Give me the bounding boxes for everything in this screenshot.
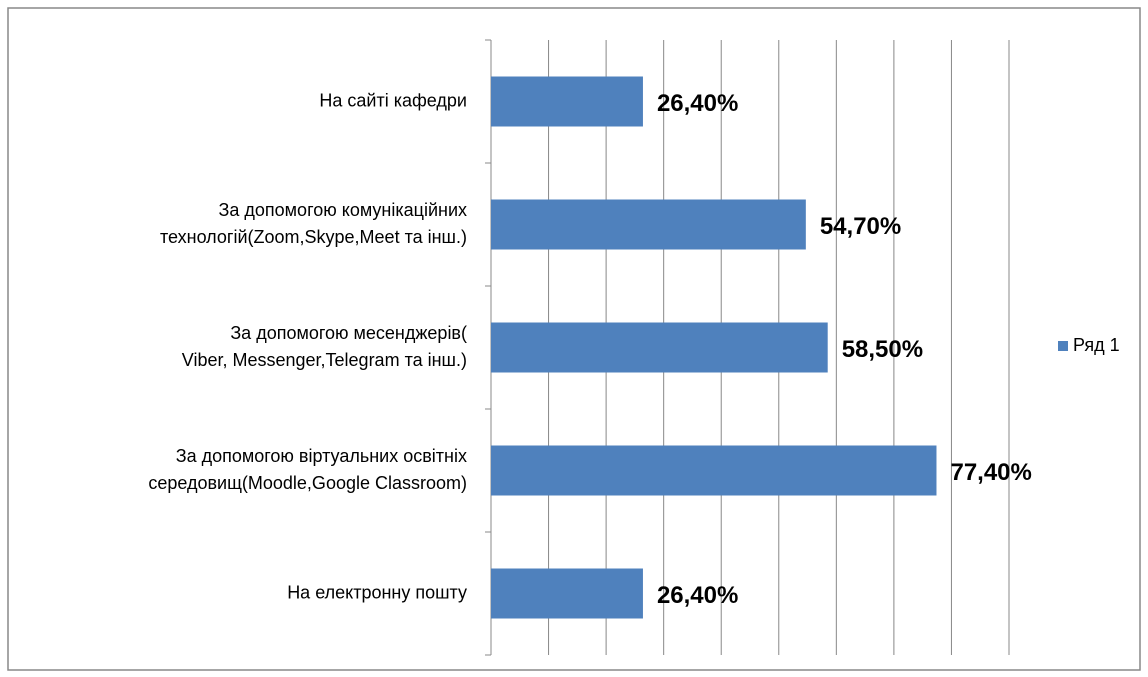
y-tick-label-line: За допомогою комунікаційних [219, 200, 467, 220]
y-tick-label-line: технологій(Zoom,Skype,Meet та інш.) [160, 227, 467, 247]
y-tick-label: На сайті кафедри [319, 90, 467, 110]
bar [491, 199, 806, 250]
legend-label: Ряд 1 [1073, 335, 1120, 355]
data-label: 77,40% [950, 459, 1031, 486]
bar [491, 322, 828, 373]
data-label: 26,40% [657, 582, 738, 609]
y-tick-label: За допомогою месенджерів( Viber, Messenge… [182, 323, 467, 370]
data-label: 54,70% [820, 213, 901, 240]
y-tick-label-line: За допомогою віртуальних освітніх [176, 446, 467, 466]
y-tick-label: За допомогою комунікаційних технологій(Zo… [160, 200, 467, 247]
data-label: 58,50% [842, 336, 923, 363]
bar [491, 445, 937, 496]
y-tick-label: За допомогою віртуальних освітніх середов… [148, 446, 467, 493]
y-tick-label: На електронну пошту [287, 582, 467, 602]
legend-swatch [1058, 341, 1068, 351]
y-tick-label-line: На електронну пошту [287, 582, 467, 602]
data-label: 26,40% [657, 90, 738, 117]
y-tick-label-line: На сайті кафедри [319, 90, 467, 110]
bar [491, 568, 643, 619]
bar [491, 76, 643, 127]
y-tick-label-line: Viber, Messenger,Telegram та інш.) [182, 350, 467, 370]
y-tick-label-line: За допомогою месенджерів( [230, 323, 467, 343]
y-tick-label-line: середовищ(Moodle,Google Classroom) [148, 473, 467, 493]
